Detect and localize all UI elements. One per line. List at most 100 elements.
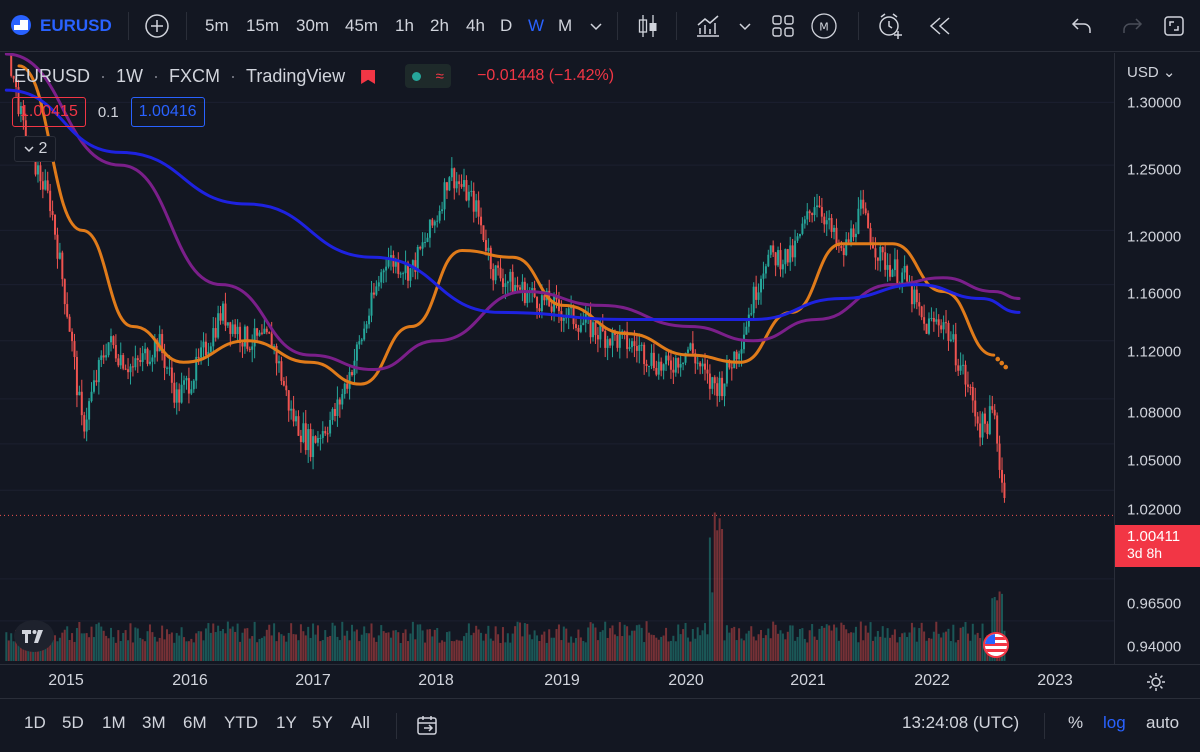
indicators-icon[interactable] xyxy=(694,12,722,40)
volume-bar xyxy=(738,628,741,661)
range-5y[interactable]: 5Y xyxy=(312,713,333,732)
candle-body xyxy=(706,369,709,374)
candle-body xyxy=(221,303,224,321)
volume-bar xyxy=(665,627,668,661)
buy-price-button[interactable]: 1.00416 xyxy=(130,97,205,127)
add-symbol-icon[interactable] xyxy=(143,12,171,40)
candle-body xyxy=(129,366,132,373)
price-axis[interactable]: USD ⌄ 1.30000 1.25000 1.20000 1.16000 1.… xyxy=(1114,53,1200,664)
fullscreen-icon[interactable] xyxy=(1162,14,1186,38)
interval-w[interactable]: W xyxy=(528,16,545,35)
candle-body xyxy=(153,340,156,358)
candle-body xyxy=(197,356,200,358)
price-tick: 1.30000 xyxy=(1127,94,1182,112)
sell-price-button[interactable]: 1.00415 xyxy=(12,97,86,127)
candle-body xyxy=(903,266,906,273)
candle-body xyxy=(628,347,631,349)
volume-bar xyxy=(962,626,965,661)
volume-bar xyxy=(197,631,200,661)
candle-body xyxy=(51,211,54,215)
volume-bar xyxy=(669,640,672,661)
candle-body xyxy=(998,443,1001,470)
volume-bar xyxy=(351,624,354,661)
price-tick: 1.05000 xyxy=(1127,452,1182,470)
settings-gear-icon[interactable] xyxy=(1145,671,1167,693)
volume-bar xyxy=(489,638,492,661)
currency-selector[interactable]: USD ⌄ xyxy=(1127,64,1176,81)
interval-5m[interactable]: 5m xyxy=(205,16,229,35)
candle-body xyxy=(458,181,461,185)
percent-toggle[interactable]: % xyxy=(1068,713,1084,732)
chevron-down-icon[interactable] xyxy=(737,18,753,34)
volume-bar xyxy=(158,637,161,661)
layout-grid-icon[interactable] xyxy=(770,13,796,39)
volume-bar xyxy=(523,623,526,661)
legend-interval: 1W xyxy=(116,65,144,86)
range-ytd[interactable]: YTD xyxy=(224,713,258,732)
range-all[interactable]: All xyxy=(351,713,370,732)
chart-pane[interactable] xyxy=(0,53,1114,664)
candles-icon[interactable] xyxy=(635,12,661,40)
range-5d[interactable]: 5D xyxy=(62,713,84,732)
us-event-flag-icon[interactable] xyxy=(983,632,1009,658)
range-6m[interactable]: 6M xyxy=(183,713,207,732)
range-1m[interactable]: 1M xyxy=(102,713,126,732)
interval-2h[interactable]: 2h xyxy=(430,16,449,35)
range-1y[interactable]: 1Y xyxy=(276,713,297,732)
volume-bar xyxy=(874,636,877,661)
indicators-collapse-button[interactable]: 2 xyxy=(14,136,56,162)
volume-bar xyxy=(694,638,697,661)
volume-bar xyxy=(908,632,911,661)
volume-bar xyxy=(56,641,59,661)
interval-30m[interactable]: 30m xyxy=(296,16,330,35)
symbol-search-button[interactable]: EURUSD xyxy=(40,16,112,35)
chevron-down-icon[interactable] xyxy=(588,18,604,34)
interval-d[interactable]: D xyxy=(500,16,513,35)
undo-icon[interactable] xyxy=(1070,14,1094,38)
candle-body xyxy=(969,386,972,388)
alert-clock-icon[interactable] xyxy=(876,11,906,41)
price-tick: 1.25000 xyxy=(1127,161,1182,179)
interval-m[interactable]: M xyxy=(558,16,573,35)
range-3m[interactable]: 3M xyxy=(142,713,166,732)
interval-1h[interactable]: 1h xyxy=(395,16,414,35)
redo-icon[interactable] xyxy=(1120,14,1144,38)
volume-bar xyxy=(299,624,302,661)
candle-body xyxy=(738,353,741,360)
price-tick: 1.12000 xyxy=(1127,343,1182,361)
volume-bar xyxy=(97,622,100,661)
volume-bar xyxy=(178,635,181,661)
candle-body xyxy=(163,353,166,368)
interval-15m[interactable]: 15m xyxy=(246,16,280,35)
volume-bar xyxy=(981,623,984,661)
auto-toggle[interactable]: auto xyxy=(1146,713,1180,732)
candle-body xyxy=(431,219,434,226)
interval-4h[interactable]: 4h xyxy=(466,16,485,35)
candle-body xyxy=(604,330,607,348)
candle-body xyxy=(789,245,792,263)
candle-body xyxy=(769,245,772,255)
volume-bar xyxy=(903,632,906,661)
candle-body xyxy=(44,180,47,190)
candle-body xyxy=(721,377,724,397)
tradingview-logo[interactable] xyxy=(14,620,54,652)
candle-body xyxy=(794,240,797,258)
date-range-icon[interactable] xyxy=(415,713,439,737)
volume-bar xyxy=(945,631,948,661)
flag-marker-icon[interactable] xyxy=(361,70,376,84)
candle-body xyxy=(482,225,485,241)
interval-45m[interactable]: 45m xyxy=(345,16,379,35)
candle-body xyxy=(397,260,400,274)
volume-bar xyxy=(969,640,972,661)
time-axis[interactable]: 2015 2016 2017 2018 2019 2020 2021 2022 … xyxy=(0,664,1200,698)
template-icon[interactable]: M xyxy=(810,12,838,40)
log-toggle[interactable]: log xyxy=(1103,713,1126,732)
clock[interactable]: 13:24:08 (UTC) xyxy=(902,713,1020,732)
market-status-toggle[interactable]: ≈ xyxy=(405,64,452,88)
range-1d[interactable]: 1D xyxy=(24,713,46,732)
candle-body xyxy=(66,304,69,317)
candle-body xyxy=(12,75,15,79)
volume-bar xyxy=(268,624,271,661)
replay-icon[interactable] xyxy=(927,13,953,39)
volume-bar xyxy=(241,632,244,661)
